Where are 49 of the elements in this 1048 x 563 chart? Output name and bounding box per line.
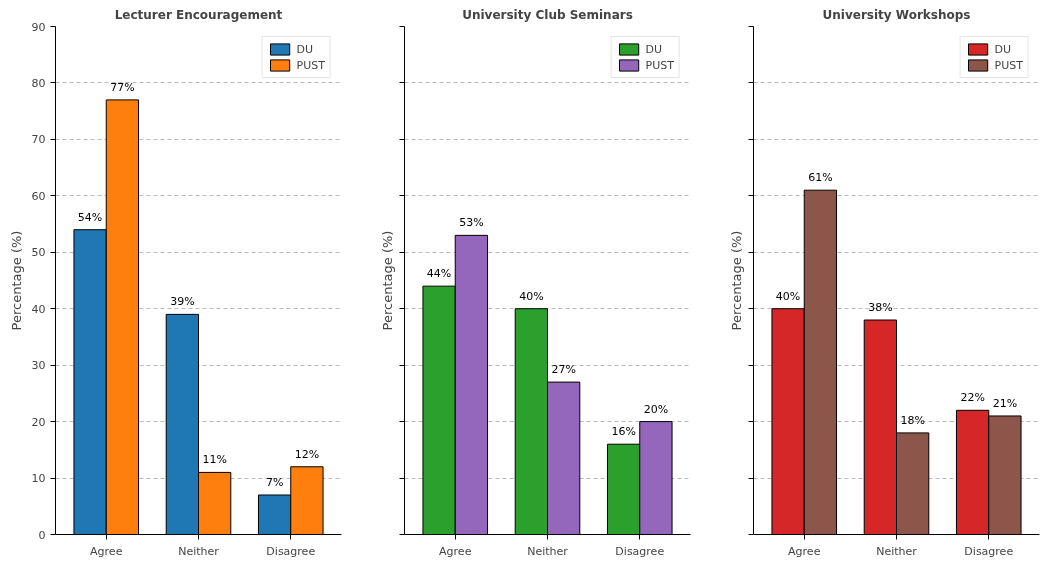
y-tick-label: 40 <box>31 302 46 316</box>
y-tick-label: 90 <box>31 20 46 34</box>
x-tick-label: Neither <box>527 544 569 558</box>
legend-label: DU <box>296 42 315 56</box>
data-label: 21% <box>992 396 1018 410</box>
data-label: 53% <box>459 216 484 230</box>
legend-label: PUST <box>994 58 1023 72</box>
data-label: 44% <box>426 267 452 281</box>
data-label: 11% <box>202 453 227 467</box>
y-axis-title: Percentage (%) <box>8 230 24 331</box>
legend-label: DU <box>645 42 664 56</box>
chart-title: University Club Seminars <box>462 7 633 22</box>
data-label: 54% <box>77 210 103 224</box>
y-tick-label: 60 <box>31 189 46 203</box>
x-tick-label: Neither <box>876 544 918 558</box>
x-tick-label: Disagree <box>964 544 1014 558</box>
x-tick-label: Agree <box>788 544 821 558</box>
data-label: 40% <box>519 289 544 303</box>
y-axis-title: Percentage (%) <box>379 230 395 331</box>
y-tick-label: 30 <box>31 359 46 373</box>
data-label: 22% <box>960 391 985 405</box>
legend-label: DU <box>994 42 1013 56</box>
chart-title: University Workshops <box>822 7 971 22</box>
data-label: 38% <box>868 301 893 315</box>
x-tick-label: Disagree <box>615 544 665 558</box>
y-tick-label: 80 <box>31 76 46 90</box>
x-tick-label: Agree <box>439 544 472 558</box>
data-label: 77% <box>110 80 135 94</box>
data-label: 27% <box>551 363 576 377</box>
data-label: 61% <box>808 171 833 185</box>
data-label: 40% <box>775 289 801 303</box>
data-label: 16% <box>611 425 636 439</box>
data-label: 7% <box>265 475 284 489</box>
y-tick-label: 70 <box>31 133 46 147</box>
x-tick-label: Disagree <box>266 544 316 558</box>
y-tick-label: 20 <box>31 415 46 429</box>
y-tick-label: 10 <box>31 472 46 486</box>
data-label: 20% <box>643 402 669 416</box>
legend-label: PUST <box>645 58 674 72</box>
x-tick-label: Agree <box>90 544 123 558</box>
chart-title: Lecturer Encouragement <box>114 7 283 22</box>
data-label: 18% <box>900 413 925 427</box>
x-tick-label: Neither <box>178 544 220 558</box>
y-tick-label: 50 <box>31 246 46 260</box>
y-tick-label: 0 <box>38 528 46 542</box>
data-label: 12% <box>294 447 320 461</box>
y-axis-title: Percentage (%) <box>728 230 744 331</box>
legend-label: PUST <box>296 58 325 72</box>
data-label: 39% <box>170 295 195 309</box>
